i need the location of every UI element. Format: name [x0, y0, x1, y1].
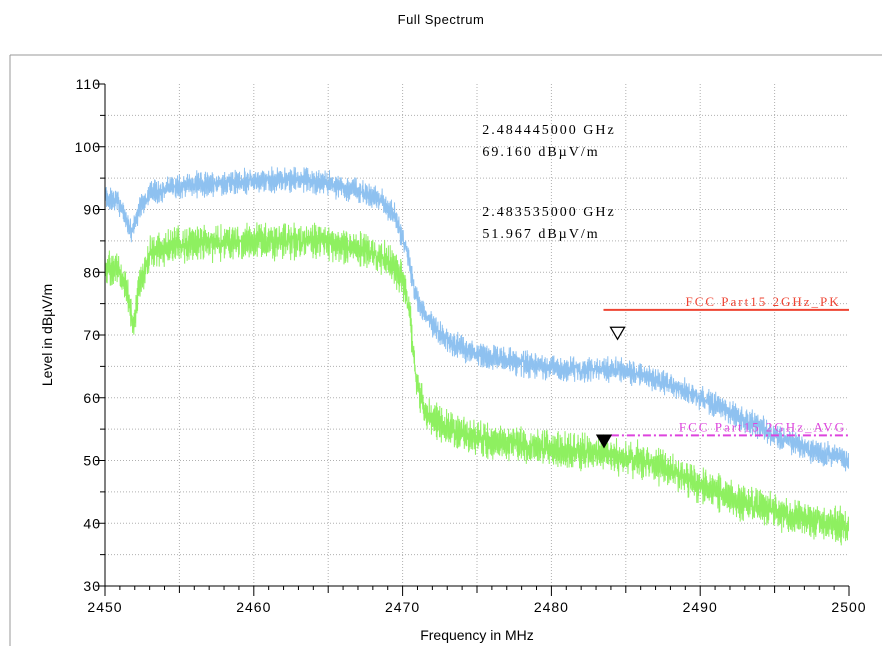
y-tick-label: 80	[83, 264, 101, 280]
y-tick-label: 40	[83, 515, 101, 531]
marker-2-triangle	[595, 434, 613, 449]
y-tick-label: 60	[83, 390, 101, 406]
y-tick-label: 30	[83, 578, 101, 594]
limit-lines-layer: FCC Part15 2GHz_PK FCC Part15 2GHz_AVG	[603, 294, 849, 437]
x-tick-label: 2490	[683, 599, 718, 615]
x-tick-label: 2480	[534, 599, 569, 615]
limit-line-label-2: FCC Part15 2GHz_AVG	[679, 419, 846, 434]
marker-1-level: 69.160 dBµV/m	[482, 145, 599, 160]
y-tick-label: 70	[83, 327, 101, 343]
marker-2-frequency: 2.483535000 GHz	[482, 205, 615, 220]
x-tick-label: 2470	[385, 599, 420, 615]
y-tick-label: 90	[83, 202, 101, 218]
marker-1-triangle	[609, 326, 626, 341]
axes-layer: 30 40 50 60 70 80 90 100 110 2450 2460 2470 2480 2490…	[75, 76, 866, 615]
chart-title: Full Spectrum	[398, 12, 485, 27]
x-tick-label: 2450	[87, 599, 122, 615]
x-tick-label: 2460	[236, 599, 271, 615]
y-tick-label: 50	[83, 453, 101, 469]
y-tick-label: 100	[75, 139, 101, 155]
x-axis-label: Frequency in MHz	[420, 627, 534, 643]
series-trace-2	[105, 222, 849, 546]
y-axis-label: Level in dBµV/m	[39, 284, 55, 386]
y-tick-label: 110	[76, 76, 101, 92]
marker-1-frequency: 2.484445000 GHz	[482, 123, 615, 138]
marker-2-level: 51.967 dBµV/m	[482, 227, 599, 242]
series-layer	[105, 166, 849, 546]
series-trace-1	[105, 166, 849, 472]
limit-line-label-1: FCC Part15 2GHz_PK	[685, 294, 840, 309]
grid-lines	[105, 84, 849, 586]
markers-layer: 2.484445000 GHz 69.160 dBµV/m 2.483535000 …	[482, 123, 626, 449]
x-tick-label: 2500	[831, 599, 866, 615]
